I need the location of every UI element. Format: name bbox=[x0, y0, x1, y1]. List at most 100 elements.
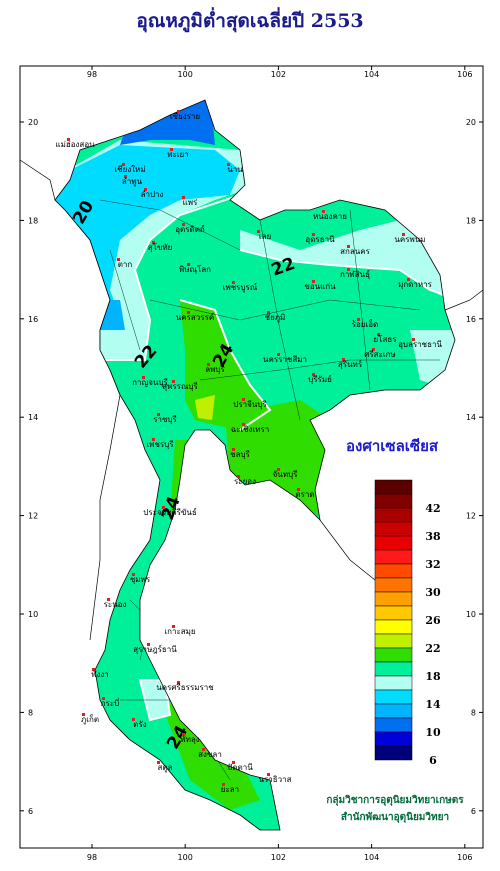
station bbox=[157, 413, 160, 416]
lon-label: 104 bbox=[364, 853, 379, 862]
place-label: พิษณุโลก bbox=[179, 264, 211, 274]
place-label: น่าน bbox=[227, 165, 243, 174]
place-label: นครสวรรค์ bbox=[176, 312, 214, 322]
station bbox=[177, 110, 180, 113]
lat-label: 10 bbox=[28, 610, 38, 619]
lat-label: 18 bbox=[28, 216, 38, 225]
legend-swatch bbox=[374, 479, 413, 495]
station bbox=[372, 348, 375, 351]
station bbox=[277, 353, 280, 356]
legend-swatch bbox=[374, 689, 413, 705]
lat-label: 10 bbox=[466, 610, 476, 619]
legend-label: 22 bbox=[425, 642, 440, 655]
legend-label: 6 bbox=[429, 754, 437, 767]
station bbox=[237, 475, 240, 478]
station bbox=[82, 713, 85, 716]
place-label: ภูเก็ต bbox=[81, 714, 99, 725]
place-label: พังงา bbox=[91, 670, 109, 679]
place-label: หนองคาย bbox=[313, 212, 347, 221]
legend-swatch bbox=[374, 661, 413, 677]
legend-swatch bbox=[374, 493, 413, 509]
place-label: สงขลา bbox=[198, 750, 222, 759]
place-label: ชุมพร bbox=[130, 575, 151, 584]
lat-label: 14 bbox=[466, 413, 476, 422]
legend-swatch bbox=[374, 731, 413, 747]
place-label: นครศรีธรรมราช bbox=[156, 683, 214, 692]
station bbox=[170, 148, 173, 151]
legend-swatch bbox=[374, 745, 413, 761]
place-label: แพร่ bbox=[183, 198, 198, 207]
place-label: ขอนแก่น bbox=[304, 282, 336, 291]
place-label: ปัตตานี bbox=[227, 763, 253, 772]
station bbox=[152, 438, 155, 441]
station bbox=[182, 196, 185, 199]
station bbox=[232, 448, 235, 451]
lon-label: 100 bbox=[178, 853, 193, 862]
station bbox=[322, 210, 325, 213]
place-label: ตราด bbox=[295, 490, 314, 499]
legend-swatch bbox=[374, 633, 413, 649]
place-label: ยะลา bbox=[221, 785, 239, 794]
place-label: นครราชสีมา bbox=[263, 355, 307, 364]
place-label: ปราจีนบุรี bbox=[233, 400, 267, 409]
station bbox=[177, 681, 180, 684]
station bbox=[107, 598, 110, 601]
title: อุณหภูมิต่ำสุดเฉลี่ยปี 2553 bbox=[136, 7, 363, 33]
legend-swatch bbox=[374, 647, 413, 663]
place-label: ลพบุรี bbox=[205, 365, 225, 374]
station bbox=[124, 175, 127, 178]
station bbox=[377, 333, 380, 336]
lat-label: 12 bbox=[28, 512, 38, 521]
station bbox=[342, 358, 345, 361]
station bbox=[257, 230, 260, 233]
lat-label: 8 bbox=[471, 708, 476, 717]
station bbox=[347, 268, 350, 271]
lat-label: 6 bbox=[471, 807, 476, 816]
station bbox=[172, 625, 175, 628]
place-label: ฉะเชิงเทรา bbox=[231, 425, 270, 434]
station bbox=[157, 761, 160, 764]
place-label: ราชบุรี bbox=[153, 415, 177, 424]
station bbox=[277, 468, 280, 471]
station bbox=[232, 281, 235, 284]
place-label: ชัยภูมิ bbox=[265, 313, 286, 323]
station bbox=[227, 163, 230, 166]
place-label: กาฬสินธุ์ bbox=[340, 269, 370, 279]
station bbox=[132, 718, 135, 721]
station bbox=[92, 668, 95, 671]
place-label: เชียงใหม่ bbox=[114, 165, 145, 174]
station bbox=[312, 233, 315, 236]
station bbox=[182, 223, 185, 226]
station bbox=[132, 573, 135, 576]
station bbox=[402, 233, 405, 236]
lat-label: 12 bbox=[466, 512, 476, 521]
legend-swatch bbox=[374, 591, 413, 607]
lon-label: 104 bbox=[364, 70, 379, 79]
lat-label: 8 bbox=[28, 708, 33, 717]
place-label: อุตรดิตถ์ bbox=[175, 224, 205, 234]
place-label: บุรีรัมย์ bbox=[308, 374, 332, 384]
station bbox=[312, 373, 315, 376]
legend-swatch bbox=[374, 563, 413, 579]
place-label: สกลนคร bbox=[340, 247, 370, 256]
place-label: แม่ฮ่องสอน bbox=[55, 140, 95, 149]
place-label: เพชรบูรณ์ bbox=[223, 282, 258, 293]
place-label: เลย bbox=[259, 232, 271, 241]
station bbox=[67, 138, 70, 141]
country-border bbox=[54, 99, 456, 831]
place-label: กาญจนบุรี bbox=[132, 378, 168, 387]
lat-label: 16 bbox=[28, 315, 38, 324]
place-label: ลำปาง bbox=[141, 190, 164, 199]
credit: สำนักพัฒนาอุตุนิยมวิทยา bbox=[341, 811, 449, 823]
lat-label: 6 bbox=[28, 807, 33, 816]
station bbox=[187, 263, 190, 266]
place-label: พัทลุง bbox=[180, 735, 199, 744]
place-label: ลำพูน bbox=[122, 177, 143, 187]
legend-swatch bbox=[374, 521, 413, 537]
legend-label: 10 bbox=[425, 726, 441, 739]
station bbox=[142, 376, 145, 379]
place-label: อุบลราชธานี bbox=[398, 340, 442, 349]
station bbox=[357, 318, 360, 321]
place-label: ประจวบคีรีขันธ์ bbox=[143, 507, 197, 517]
place-label: มุกดาหาร bbox=[398, 280, 433, 289]
